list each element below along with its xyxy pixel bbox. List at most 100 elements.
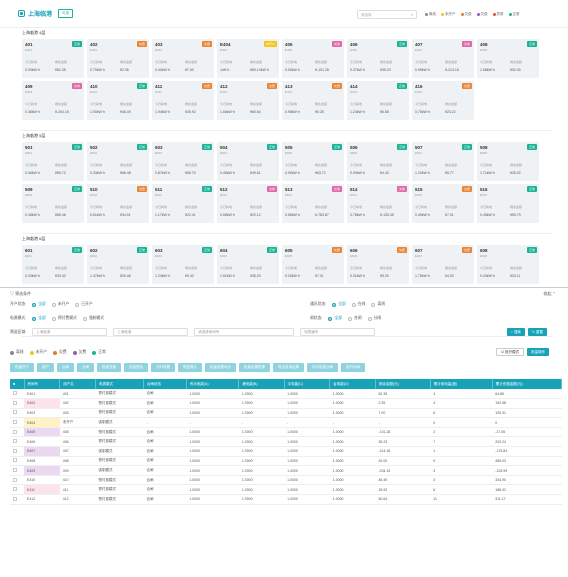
- room-card[interactable]: 511 E511 正常 今日耗电 剩余金额 1.17kW·h ¥22.41: [152, 184, 214, 223]
- room-card[interactable]: 416 E416 欠费 今日耗电 剩余金额 0.75kW·h ¥23.22: [412, 81, 474, 120]
- toolbar-button[interactable]: 批量设置电价: [205, 363, 236, 372]
- row-checkbox[interactable]: [10, 389, 24, 400]
- room-card[interactable]: 513 E513 欠停 今日耗电 剩余金额 0.56kW·h ¥-783.87: [282, 184, 344, 223]
- room-card[interactable]: 413 E413 欠费 今日耗电 剩余金额 0.98kW·h ¥0.25: [282, 81, 344, 120]
- room-card[interactable]: 409 E409 欠停 今日耗电 剩余金额 0.38kW·h ¥-204.15: [22, 81, 84, 120]
- table-row[interactable]: E408 408 预付费模式 合闸 1.0000 1.0000 1.0000 1.0000 92…: [10, 456, 562, 467]
- checkbox[interactable]: [13, 468, 17, 473]
- row-checkbox[interactable]: [10, 417, 24, 428]
- table-row[interactable]: E401 401 预付费模式 合闸 1.0000 1.0000 1.0000 1.0000 62…: [10, 389, 562, 400]
- mode-all-radio[interactable]: 全部: [32, 316, 46, 321]
- room-card[interactable]: 602 E602 正常 今日耗电 剩余金额 1.47kW·h ¥29.46: [87, 245, 149, 284]
- row-checkbox[interactable]: [10, 465, 24, 476]
- area-select-2[interactable]: 上海临港: [113, 328, 189, 336]
- table-row[interactable]: E409 409 强制模式 合闸 1.0000 1.0000 1.0000 1.0000 -20…: [10, 465, 562, 476]
- room-card[interactable]: 412 E412 欠费 今日耗电 剩余金额 1.66kW·h ¥60.64: [217, 81, 279, 120]
- table-row[interactable]: E407 407 强制模式 合闸 1.0000 1.0000 1.0000 1.0000 -21…: [10, 446, 562, 457]
- room-card[interactable]: 503 E503 正常 今日耗电 剩余金额 0.87kW·h ¥65.70: [152, 142, 214, 181]
- collapse-toggle[interactable]: 收起 ⌃: [543, 291, 556, 296]
- column-header[interactable]: 累计充值金额(元): [492, 379, 563, 389]
- room-card[interactable]: 601 E601 正常 今日耗电 剩余金额 0.43kW·h ¥33.32: [22, 245, 84, 284]
- room-card[interactable]: 505 E505 正常 今日耗电 剩余金额 0.90kW·h ¥63.72: [282, 142, 344, 181]
- toolbar-button[interactable]: 导出查询结果: [273, 363, 304, 372]
- checkbox[interactable]: [13, 448, 17, 453]
- table-row[interactable]: E404 未开户 强制模式 - - - - - -0 0: [10, 417, 562, 428]
- table-row[interactable]: E403 403 预付费模式 合闸 1.0000 1.0000 1.0000 1.0000 7.…: [10, 408, 562, 419]
- room-card[interactable]: 410 E410 正常 今日耗电 剩余金额 1.90kW·h ¥46.49: [87, 81, 149, 120]
- column-header[interactable]: 谷电能(D): [329, 379, 376, 389]
- room-card[interactable]: 405 E405 欠停 今日耗电 剩余金额 0.00kW·h ¥-101.28: [282, 39, 344, 78]
- room-card[interactable]: 504 E504 正常 今日耗电 剩余金额 0.45kW·h ¥49.81: [217, 142, 279, 181]
- room-card[interactable]: 606 E606 欠费 今日耗电 剩余金额 0.31kW·h ¥5.20: [347, 245, 409, 284]
- column-header[interactable]: 有功电能(A): [186, 379, 240, 389]
- comm-all-radio[interactable]: 全部: [332, 302, 346, 307]
- row-checkbox[interactable]: [10, 475, 24, 486]
- checkbox[interactable]: [13, 496, 17, 501]
- checkbox[interactable]: [13, 420, 17, 425]
- checkbox[interactable]: [13, 429, 17, 434]
- room-card[interactable]: 507 E507 正常 今日耗电 剩余金额 1.29kW·h ¥5.77: [412, 142, 474, 181]
- comm-offline-radio[interactable]: 离线: [371, 302, 385, 307]
- open-yes-radio[interactable]: 已开户: [75, 302, 93, 307]
- select-all-checkbox[interactable]: ■: [10, 379, 25, 389]
- table-row[interactable]: E411 411 预付费模式 合闸 1.0000 1.0000 1.0000 1.0000 25…: [10, 484, 562, 496]
- column-header[interactable]: 剩余金额(元): [375, 379, 431, 389]
- mode-force-radio[interactable]: 强制模式: [82, 316, 104, 321]
- row-checkbox[interactable]: [10, 484, 24, 496]
- toolbar-button[interactable]: 销户: [37, 363, 54, 372]
- table-row[interactable]: E412 412 预付费模式 合闸 1.0000 1.0000 1.0000 1.0000 60…: [10, 494, 562, 505]
- room-card[interactable]: 506 E506 正常 今日耗电 剩余金额 0.09kW·h ¥4.43: [347, 142, 409, 181]
- room-card[interactable]: 604 E604 正常 今日耗电 剩余金额 1.51kW·h ¥35.20: [217, 245, 279, 284]
- row-checkbox[interactable]: [10, 398, 24, 409]
- room-card[interactable]: 401 E401 正常 今日耗电 剩余金额 0.00kW·h ¥62.35: [22, 39, 84, 78]
- table-row[interactable]: E402 402 预付费模式 合闸 1.0000 1.0000 1.0000 1.0000 2.…: [10, 398, 562, 409]
- room-card[interactable]: 515 E515 欠费 今日耗电 剩余金额 0.45kW·h ¥7.01: [412, 184, 474, 223]
- gate-open-radio[interactable]: 分闸: [367, 316, 381, 321]
- column-header[interactable]: 峰电能(B): [238, 379, 285, 389]
- room-card[interactable]: 502 E502 正常 今日耗电 剩余金额 0.33kW·h ¥66.48: [87, 142, 149, 181]
- room-card[interactable]: 605 E605 欠费 今日耗电 剩余金额 0.25kW·h ¥7.01: [282, 245, 344, 284]
- open-all-radio[interactable]: 全部: [32, 302, 46, 307]
- checkbox[interactable]: [13, 487, 17, 492]
- column-header[interactable]: 电表模式: [95, 379, 144, 389]
- room-input[interactable]: 请选择房间号: [194, 328, 295, 336]
- area-select-1[interactable]: 上海临港: [32, 328, 108, 336]
- toolbar-button[interactable]: 定时批量分闸: [307, 363, 338, 372]
- toolbar-button[interactable]: 批量充值: [97, 363, 121, 372]
- column-header[interactable]: 累计用电量(度): [430, 379, 493, 389]
- table-row[interactable]: E410 410 预付费模式 合闸 1.0000 1.0000 1.0000 1.0000 46…: [10, 475, 562, 486]
- column-header[interactable]: 合闸状态: [143, 379, 187, 389]
- search-button[interactable]: ⌕ 搜索: [507, 328, 525, 336]
- area-select[interactable]: 请选择 ▾: [357, 10, 417, 19]
- room-card[interactable]: 406 E406 正常 今日耗电 剩余金额 0.37kW·h ¥35.23: [347, 39, 409, 78]
- row-checkbox[interactable]: [10, 436, 24, 448]
- room-card[interactable]: 603 E603 正常 今日耗电 剩余金额 1.24kW·h ¥9.42: [152, 245, 214, 284]
- room-card[interactable]: 510 E510 欠费 今日耗电 剩余金额 0.61kW·h ¥34.91: [87, 184, 149, 223]
- row-checkbox[interactable]: [10, 456, 24, 467]
- table-row[interactable]: E405 405 预付费模式 合闸 1.0000 1.0000 1.0000 1.0000 -1…: [10, 427, 562, 438]
- toolbar-button[interactable]: 批量设置阶梯: [239, 363, 270, 372]
- checkbox[interactable]: [13, 458, 17, 463]
- checkbox[interactable]: [13, 391, 17, 396]
- comm-online-radio[interactable]: 在线: [351, 302, 365, 307]
- mode-prepaid-radio[interactable]: 预付费模式: [51, 316, 77, 321]
- checkbox[interactable]: [13, 439, 17, 444]
- room-card[interactable]: 403 E403 欠费 今日耗电 剩余金额 0.40kW·h ¥7.00: [152, 39, 214, 78]
- toolbar-button[interactable]: 合闸: [57, 363, 74, 372]
- toolbar-button[interactable]: 分时设置: [151, 363, 175, 372]
- room-card[interactable]: 512 E512 欠停 今日耗电 剩余金额 0.58kW·h ¥22.12: [217, 184, 279, 223]
- room-card[interactable]: 608 E608 正常 今日耗电 剩余金额 0.43kW·h ¥33.11: [477, 245, 539, 284]
- column-header[interactable]: 用户名: [59, 379, 96, 389]
- toolbar-button[interactable]: 定时合闸: [341, 363, 365, 372]
- checkbox[interactable]: [13, 410, 17, 415]
- table-row[interactable]: E406 406 预付费模式 合闸 1.0000 1.0000 1.0000 1.0000 35…: [10, 436, 562, 448]
- batch-op-button[interactable]: 批量操作: [527, 348, 550, 356]
- toolbar-button[interactable]: 批量开户: [10, 363, 34, 372]
- checkbox[interactable]: [13, 400, 17, 405]
- gate-all-radio[interactable]: 全部: [328, 316, 342, 321]
- gate-close-radio[interactable]: 合闸: [348, 316, 362, 321]
- row-checkbox[interactable]: [10, 446, 24, 457]
- toolbar-button[interactable]: 恢复默认: [178, 363, 202, 372]
- meter-input[interactable]: 电表编号: [300, 328, 376, 336]
- room-card[interactable]: E404 E404 未开户 今日耗电 剩余金额 -kW·h ¥80.14kW·h: [217, 39, 279, 78]
